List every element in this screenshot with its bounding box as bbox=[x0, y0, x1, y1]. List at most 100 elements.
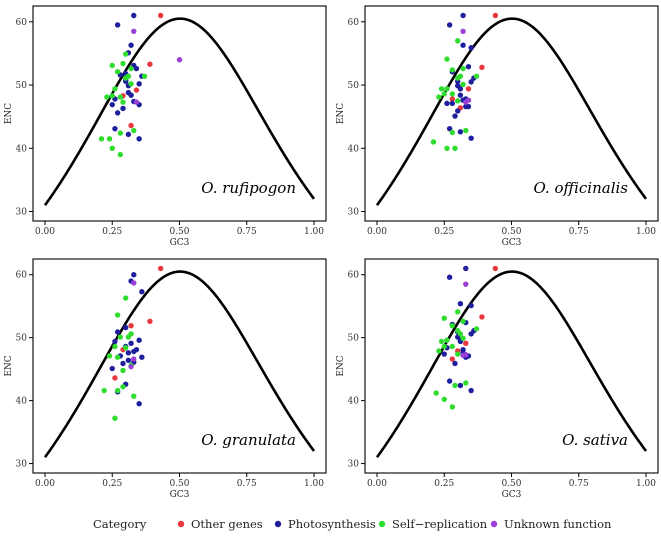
panel-2-x-tick-label-2: 0.25 bbox=[434, 227, 454, 237]
panel-3-point-self-replication-11 bbox=[114, 387, 121, 394]
panel-4-point-self-replication-15 bbox=[441, 396, 447, 403]
panel-1-point-self-replication-5 bbox=[128, 65, 134, 72]
panel-2-point-self-replication-4 bbox=[460, 65, 466, 72]
panel-3-point-self-replication-5 bbox=[112, 343, 118, 350]
panel-4-x-tick-label-3: 0.50 bbox=[501, 479, 521, 489]
panel-4-x-tick-label-2: 0.25 bbox=[434, 479, 454, 489]
panel-1-x-tick-label-2: 0.25 bbox=[102, 227, 122, 237]
panel-4-point-photosynthesis-13 bbox=[468, 331, 474, 337]
panel-4-point-unknown-function-1 bbox=[463, 281, 469, 287]
panel-3-point-photosynthesis-9 bbox=[125, 350, 132, 356]
panel-4-point-self-replication-19 bbox=[438, 338, 445, 345]
panel-3-point-photosynthesis-5 bbox=[112, 338, 118, 345]
panel-1-point-photosynthesis-22 bbox=[114, 110, 121, 116]
panel-2-point-photosynthesis-20 bbox=[446, 125, 453, 132]
panel-1-x-tick-label-3: 0.50 bbox=[169, 227, 189, 237]
panel-3-point-other-genes-5 bbox=[112, 375, 118, 381]
panel-3-point-unknown-function-2 bbox=[131, 356, 137, 362]
panel-1-point-self-replication-18 bbox=[117, 151, 124, 158]
panel-3-y-tick-label-2: 40 bbox=[16, 397, 28, 407]
panel-4-point-other-genes-1 bbox=[492, 265, 499, 272]
panel-1-point-self-replication-20 bbox=[125, 73, 132, 79]
panel-2-point-self-replication-15 bbox=[444, 145, 450, 151]
panel-3-point-self-replication-8 bbox=[120, 367, 126, 374]
panel-4-plot-area bbox=[364, 258, 659, 474]
panel-1-point-photosynthesis-16 bbox=[125, 89, 132, 96]
legend-swatch-photosynthesis bbox=[274, 520, 282, 528]
panel-1-point-photosynthesis-1 bbox=[114, 22, 121, 28]
panel-4-point-self-replication-11 bbox=[460, 335, 466, 342]
panel-3-point-self-replication-6 bbox=[106, 353, 113, 359]
panel-4-point-self-replication-18 bbox=[457, 331, 464, 337]
panel-2-point-photosynthesis-13 bbox=[468, 79, 474, 85]
panel-3-point-self-replication-4 bbox=[117, 334, 124, 340]
panel-4-y-tick-label-4: 60 bbox=[348, 271, 360, 281]
panel-1-point-unknown-function-3 bbox=[133, 99, 140, 105]
panel-3-point-self-replication-14 bbox=[131, 393, 137, 399]
panel-4-y-axis-title: ENC bbox=[336, 355, 346, 376]
panel-3-x-axis-title: GC3 bbox=[170, 490, 190, 500]
panel-1-y-tick-label-4: 60 bbox=[16, 18, 28, 28]
panel-3-x-tick-label-5: 1.00 bbox=[304, 479, 324, 489]
panel-4-x-tick-label-1: 0.00 bbox=[367, 479, 387, 489]
panel-1-point-photosynthesis-18 bbox=[125, 131, 132, 138]
panel-1-point-self-replication-19 bbox=[120, 99, 126, 105]
panel-4-point-photosynthesis-4 bbox=[457, 300, 464, 307]
panel-2-x-axis-title: GC3 bbox=[502, 238, 522, 248]
panel-1-x-tick-label-1: 0.00 bbox=[35, 227, 55, 237]
panel-4-y-tick-label-1: 30 bbox=[348, 460, 360, 470]
panel-4-expected-curve bbox=[375, 270, 648, 459]
legend-swatch-unknown-function bbox=[490, 520, 498, 528]
panel-1-species-label: O. rufipogon bbox=[201, 179, 296, 197]
panel-2-y-tick-label-1: 30 bbox=[348, 208, 360, 218]
panel-4-species-label: O. sativa bbox=[562, 431, 628, 449]
panel-3-point-photosynthesis-3 bbox=[139, 289, 145, 295]
panel-1-point-other-genes-1 bbox=[157, 12, 164, 19]
panel-1-point-self-replication-3 bbox=[114, 69, 121, 75]
panel-4-point-photosynthesis-19 bbox=[468, 387, 474, 394]
panel-4-point-self-replication-2 bbox=[441, 315, 447, 321]
panel-4-point-self-replication-5 bbox=[473, 326, 480, 332]
panel-3-point-photosynthesis-15 bbox=[120, 360, 126, 367]
panel-1-point-photosynthesis-3 bbox=[128, 42, 134, 48]
panel-2-y-tick-label-2: 40 bbox=[348, 144, 360, 154]
panel-2-point-other-genes-2 bbox=[479, 64, 485, 71]
panel-4-point-self-replication-16 bbox=[449, 404, 456, 410]
panel-2-point-photosynthesis-7 bbox=[449, 100, 456, 107]
panel-2-plot-area bbox=[364, 5, 659, 222]
panel-2-point-other-genes-1 bbox=[492, 12, 499, 19]
panel-2-point-self-replication-2 bbox=[455, 38, 461, 44]
panel-3-point-unknown-function-1 bbox=[131, 280, 137, 286]
panel-4-point-self-replication-7 bbox=[441, 343, 447, 350]
panel-4-point-photosynthesis-2 bbox=[463, 265, 469, 272]
legend-title: Category bbox=[93, 517, 147, 531]
panel-2-point-photosynthesis-10 bbox=[457, 92, 464, 98]
panel-4-point-photosynthesis-3 bbox=[468, 302, 474, 309]
panel-2-x-tick-label-1: 0.00 bbox=[367, 227, 387, 237]
panel-2-point-self-replication-13 bbox=[463, 127, 469, 134]
panel-3-x-tick-label-2: 0.25 bbox=[102, 479, 122, 489]
panel-3-point-photosynthesis-21 bbox=[131, 348, 137, 355]
panel-1-plot-area bbox=[32, 5, 327, 222]
panel-1-o-rufipogon: 0.00 0.25 0.50 0.75 1.00 30 40 50 60 GC3 ENC O. ruf… bbox=[4, 5, 327, 248]
legend: Category Other genes Photosynthesis Self… bbox=[93, 517, 612, 531]
panel-1-point-self-replication-9 bbox=[112, 86, 118, 92]
panel-2-point-self-replication-5 bbox=[473, 73, 480, 79]
panel-4-point-self-replication-8 bbox=[444, 337, 450, 343]
panel-1-point-unknown-function-1 bbox=[131, 28, 137, 34]
panel-1-y-axis-title: ENC bbox=[4, 103, 14, 124]
legend-swatch-self-replication bbox=[378, 520, 386, 528]
panel-1-point-self-replication-2 bbox=[109, 62, 115, 69]
panel-2-point-photosynthesis-17 bbox=[465, 64, 472, 70]
panel-3-plot-area bbox=[32, 258, 327, 474]
panel-1-point-photosynthesis-6 bbox=[109, 101, 115, 108]
panel-3-point-other-genes-1 bbox=[157, 265, 164, 272]
panel-1-x-tick-label-4: 0.75 bbox=[237, 227, 257, 237]
panels-container: 0.00 0.25 0.50 0.75 1.00 30 40 50 60 GC3 ENC O. ruf… bbox=[4, 5, 659, 500]
panel-1-point-self-replication-6 bbox=[141, 73, 148, 79]
panel-1-point-self-replication-16 bbox=[98, 136, 105, 142]
panel-2-point-self-replication-17 bbox=[455, 98, 461, 104]
panel-2-x-tick-label-3: 0.50 bbox=[501, 227, 521, 237]
panel-1-point-self-replication-7 bbox=[104, 94, 110, 100]
panel-1-y-tick-label-3: 50 bbox=[16, 81, 28, 91]
